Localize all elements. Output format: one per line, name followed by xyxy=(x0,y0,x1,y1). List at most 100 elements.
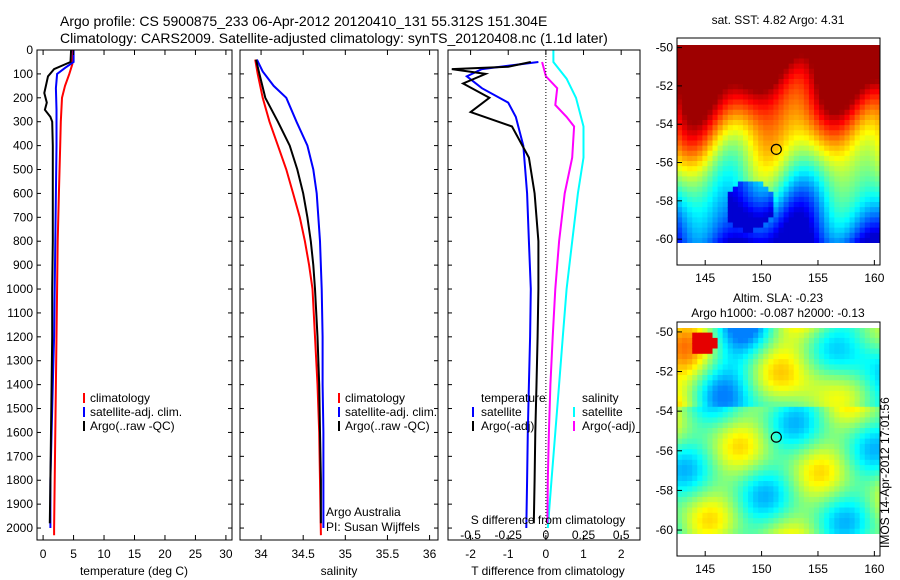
legend-label: Argo(..raw -QC) xyxy=(90,419,175,433)
heatmap-cell xyxy=(717,161,724,167)
heatmap-cell xyxy=(849,84,856,90)
heatmap-cell xyxy=(753,369,759,376)
heatmap-cell xyxy=(874,364,880,371)
heatmap-cell xyxy=(814,422,820,429)
heatmap-cell xyxy=(677,375,683,381)
heatmap-cell xyxy=(702,109,709,116)
heatmap-cell xyxy=(834,523,840,530)
heatmap-cell xyxy=(834,481,840,487)
heatmap-cell xyxy=(727,496,734,503)
heatmap-cell xyxy=(758,166,764,172)
heatmap-cell xyxy=(829,120,835,126)
heatmap-cell xyxy=(778,53,785,60)
heatmap-cell xyxy=(803,176,810,183)
heatmap-cell xyxy=(798,428,805,434)
heatmap-cell xyxy=(793,232,800,239)
heatmap-cell xyxy=(819,481,825,487)
heatmap-cell xyxy=(869,443,876,450)
heatmap-cell xyxy=(798,217,805,224)
heatmap-cell xyxy=(763,58,769,65)
heatmap-cell xyxy=(677,396,683,403)
heatmap-cell xyxy=(707,396,714,403)
heatmap-cell xyxy=(824,475,830,482)
heatmap-cell xyxy=(722,150,729,157)
heatmap-cell xyxy=(682,481,688,487)
heatmap-cell xyxy=(793,375,800,381)
heatmap-cell xyxy=(824,89,830,95)
heatmap-cell xyxy=(727,337,734,344)
heatmap-cell xyxy=(793,433,800,440)
heatmap-cell xyxy=(748,443,754,450)
heatmap-cell xyxy=(783,433,790,440)
heatmap-cell xyxy=(798,48,805,54)
heatmap-cell xyxy=(742,222,749,229)
heatmap-cell xyxy=(712,385,719,392)
heatmap-cell xyxy=(748,406,754,413)
heatmap-cell xyxy=(697,171,703,177)
heatmap-cell xyxy=(677,475,683,482)
heatmap-cell xyxy=(859,181,866,188)
heatmap-cell xyxy=(814,470,820,477)
heatmap-cell xyxy=(788,481,795,487)
heatmap-cell xyxy=(869,45,876,49)
heatmap-cell xyxy=(824,438,830,445)
heatmap-cell xyxy=(707,449,714,456)
heatmap-cell xyxy=(773,422,780,429)
heatmap-cell xyxy=(849,337,856,344)
heatmap-cell xyxy=(844,359,851,365)
heatmap-cell xyxy=(687,161,693,167)
heatmap-cell xyxy=(707,375,714,381)
heatmap-cell xyxy=(768,364,775,371)
heatmap-cell xyxy=(763,322,769,328)
legend-label: satellite-adj. clim. xyxy=(345,405,437,419)
heatmap-cell xyxy=(854,135,861,142)
heatmap-cell xyxy=(814,99,820,106)
heatmap-cell xyxy=(773,114,780,121)
heatmap-cell xyxy=(778,449,785,456)
heatmap-cell xyxy=(778,502,785,509)
heatmap-cell xyxy=(763,130,769,136)
heatmap-cell xyxy=(707,507,714,514)
heatmap-cell xyxy=(722,232,729,239)
heatmap-cell xyxy=(687,470,693,477)
heatmap-cell xyxy=(849,150,856,157)
heatmap-cell xyxy=(737,73,744,80)
heatmap-cell xyxy=(824,401,830,408)
x-tick-label: 35.5 xyxy=(376,547,400,561)
heatmap-cell xyxy=(737,401,744,408)
heatmap-cell xyxy=(859,202,866,208)
heatmap-cell xyxy=(814,176,820,183)
heatmap-cell xyxy=(829,68,835,75)
heatmap-cell xyxy=(712,212,719,218)
heatmap-cell xyxy=(768,369,775,376)
heatmap-cell xyxy=(737,145,744,152)
heatmap-cell xyxy=(798,337,805,344)
heatmap-cell xyxy=(763,109,769,116)
heatmap-cell xyxy=(788,348,795,355)
heatmap-cell xyxy=(793,176,800,183)
heatmap-cell xyxy=(783,328,790,334)
heatmap-cell xyxy=(874,465,880,471)
heatmap-cell xyxy=(722,45,729,49)
heatmap-cell xyxy=(824,58,830,65)
heatmap-cell xyxy=(753,507,759,514)
x-tick-label: 34 xyxy=(254,547,268,561)
heatmap-cell xyxy=(687,68,693,75)
heatmap-cell xyxy=(844,114,851,121)
heatmap-cell xyxy=(874,481,880,487)
heatmap-cell xyxy=(773,99,780,106)
heatmap-cell xyxy=(829,232,835,239)
heatmap-cell xyxy=(712,186,719,193)
heatmap-cell xyxy=(869,507,876,514)
heatmap-cell xyxy=(803,166,810,172)
heatmap-cell xyxy=(702,207,709,213)
heatmap-cell xyxy=(687,359,693,365)
heatmap-cell xyxy=(798,212,805,218)
heatmap-cell xyxy=(839,212,846,218)
heatmap-cell xyxy=(824,94,830,101)
heatmap-cell xyxy=(727,385,734,392)
heatmap-cell xyxy=(844,207,851,213)
heatmap-cell xyxy=(768,465,775,471)
x-tick-label: -2 xyxy=(465,547,476,561)
heatmap-cell xyxy=(692,135,698,142)
